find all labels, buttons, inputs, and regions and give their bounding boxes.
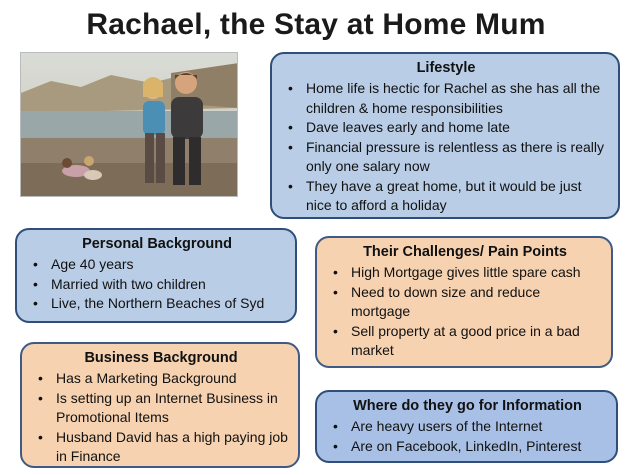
challenges-heading: Their Challenges/ Pain Points [363,244,567,260]
list-item: Is setting up an Internet Business in Pr… [34,389,288,428]
challenges-list: High Mortgage gives little spare cash Ne… [329,263,601,361]
list-item: Are heavy users of the Internet [329,417,606,437]
information-sources-card: Where do they go for Information Are hea… [315,390,618,463]
list-item: Are on Facebook, LinkedIn, Pinterest [329,437,606,457]
list-item: Dave leaves early and home late [284,118,608,138]
personal-background-heading: Personal Background [82,236,232,252]
information-sources-list: Are heavy users of the Internet Are on F… [329,417,606,456]
lifestyle-heading: Lifestyle [416,60,476,76]
list-item: They have a great home, but it would be … [284,177,608,216]
list-item: Sell property at a good price in a bad m… [329,322,601,361]
lifestyle-list: Home life is hectic for Rachel as she ha… [284,79,608,216]
list-item: High Mortgage gives little spare cash [329,263,601,283]
challenges-card: Their Challenges/ Pain Points High Mortg… [315,236,613,368]
list-item: Husband David has a high paying job in F… [34,428,288,467]
personal-background-list: Age 40 years Married with two children L… [29,255,285,314]
business-background-list: Has a Marketing Background Is setting up… [34,369,288,467]
personal-background-card: Personal Background Age 40 years Married… [15,228,297,323]
business-background-heading: Business Background [84,350,238,366]
list-item: Home life is hectic for Rachel as she ha… [284,79,608,118]
list-item: Age 40 years [29,255,285,275]
business-background-card: Business Background Has a Marketing Back… [20,342,300,468]
couple-beach-photo [20,52,238,197]
list-item: Live, the Northern Beaches of Syd [29,294,285,314]
list-item: Married with two children [29,275,285,295]
list-item: Need to down size and reduce mortgage [329,283,601,322]
list-item: Has a Marketing Background [34,369,288,389]
beach-photo-illustration [21,53,237,196]
page-title: Rachael, the Stay at Home Mum [86,8,546,41]
list-item: Financial pressure is relentless as ther… [284,138,608,177]
information-sources-heading: Where do they go for Information [353,398,582,414]
lifestyle-card: Lifestyle Home life is hectic for Rachel… [270,52,620,219]
